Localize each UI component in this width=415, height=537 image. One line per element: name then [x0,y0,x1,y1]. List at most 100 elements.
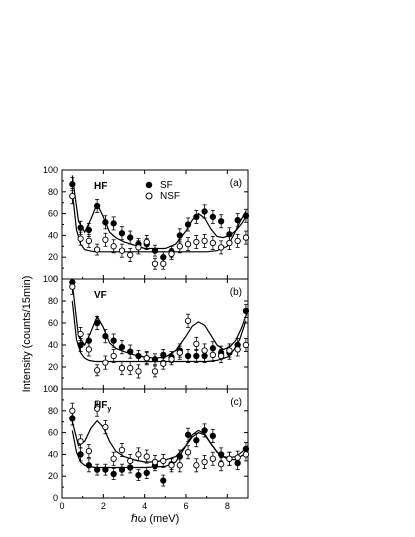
panel-c-nsf-point [168,462,175,469]
panel-b-nsf-point [102,359,109,366]
panel-a-sf-point [102,219,109,226]
panel-b-ytick-label: 80 [48,296,58,306]
panel-a-ytick-label: 40 [48,230,58,240]
panel-b-nsf-point [176,349,183,356]
panel-a-ytick-label: 20 [48,252,58,262]
panel-b-data-points [69,278,250,379]
panel-c-nsf-point [93,405,101,412]
panel-a-sf-point [201,208,208,215]
panel-c-sf-point [201,427,208,434]
panel-b-sf-point [242,307,250,315]
panel-b-nsf-point [226,347,233,354]
panel-b-tag: (b) [230,287,242,298]
panel-c-xtick-label: 0 [59,501,64,511]
panel-a-nsf-point [160,260,167,267]
panel-c-nsf-point [135,451,142,458]
panel-b-nsf-point [135,368,142,375]
panel-c-xtick-label: 2 [101,501,106,511]
panel-c-x-ticks: 0 2 4 6 8 [59,389,230,511]
legend: SF NSF [145,180,180,202]
panel-c-xtick-label: 4 [142,501,147,511]
panel-a-nsf-point [85,237,93,245]
panel-a-sf-point [77,224,84,231]
panel-a-data-points [69,177,250,270]
panel-c-ytick-label: 60 [48,428,58,438]
panel-a-nsf-point [110,243,117,250]
panel-b-sf-point [102,333,109,340]
panel-a: 0 20 40 60 80 100 HF (a) SF NSF [43,165,250,284]
panel-c-sf-point [209,432,217,440]
panel-a-nsf-point [193,238,200,246]
panel-a-nsf-point [127,251,134,259]
panel-a-nsf-point [226,239,233,247]
panel-c-nsf-point [176,462,183,469]
panel-c-sf-point [193,437,200,444]
panel-a-ytick-label: 100 [43,165,58,175]
legend-sf-label: SF [160,180,173,191]
panel-a-ytick-label: 60 [48,209,58,219]
panel-c-sf-point [118,466,126,473]
panel-a-ytick-label: 0 [53,274,58,284]
panel-b-sf-point [118,344,126,351]
panel-a-nsf-point [168,250,175,258]
panel-c-sf-point [85,462,93,469]
panel-c-nsf-point [234,454,241,461]
panel-b-field-label: VF [94,290,107,301]
panel-c-nsf-point [127,457,134,465]
panel-b-nsf-point [69,283,76,290]
panel-c-nsf-point [217,461,225,468]
panel-c-sf-point [217,451,225,458]
y-axis-title: Intensity (counts/15min) [21,276,33,393]
panel-c-sf-point [110,470,117,478]
panel-c-nsf-point [193,462,200,469]
panel-b-sf-point [184,352,192,360]
panel-b-nsf-point [93,367,101,374]
panel-a-nsf-point [184,240,192,248]
panel-c-ytick-label: 40 [48,449,58,459]
panel-b-sf-point [151,356,159,363]
panel-b-nsf-point [201,347,208,354]
panel-a-sf-point [69,181,76,188]
panel-a-sf-point [234,216,241,224]
panel-c-nsf-point [242,451,250,458]
panel-c-nsf-point [69,407,76,414]
panel-c-nsf-point [110,455,117,462]
panel-b-nsf-point [110,352,117,360]
panel-a-nsf-point [217,244,225,251]
panel-c-nsf-point [160,457,167,465]
panel-b-nsf-point [77,330,84,338]
panel-b-ytick-label: 40 [48,340,58,350]
panel-a-tag: (a) [230,178,242,189]
panel-c-y-ticks: 0 20 40 60 80 100 [43,384,248,503]
panel-c-nsf-point [209,455,217,462]
panel-c-ytick-label: 100 [43,384,58,394]
panel-a-sf-point [118,230,126,237]
panel-b-sf-point [110,337,117,344]
panel-b-sf-point [77,341,84,349]
panel-b-ytick-label: 60 [48,318,58,328]
panel-a-nsf-point [118,247,126,254]
panel-a-sf-point [85,226,93,234]
panel-b-sf-point [135,352,142,360]
panel-c-ytick-label: 0 [53,493,58,503]
panel-b-ytick-label: 100 [43,274,58,284]
x-axis-title: ℏω (meV) [131,513,180,525]
panel-c-nsf-point [226,455,233,462]
panel-c-ytick-label: 20 [48,471,58,481]
panel-b-ytick-label: 0 [53,384,58,394]
panel-b-nsf-point [85,346,93,353]
panel-c-sf-point [160,477,167,484]
panel-c-nsf-point [118,446,126,454]
legend-nsf-marker [145,192,153,200]
panel-b-ytick-label: 20 [48,362,58,372]
panel-a-sf-point [242,212,250,219]
panel-a-sf-point [110,220,117,227]
panel-a-nsf-point [209,239,217,247]
panel-a-nsf-point [143,238,150,246]
panel-a-nsf-point [234,237,241,245]
panel-c-sf-point [184,431,192,438]
panel-c-nsf-point [143,453,150,460]
panel-c-nsf-point [102,423,109,431]
panel-c-sf-point [143,469,150,477]
